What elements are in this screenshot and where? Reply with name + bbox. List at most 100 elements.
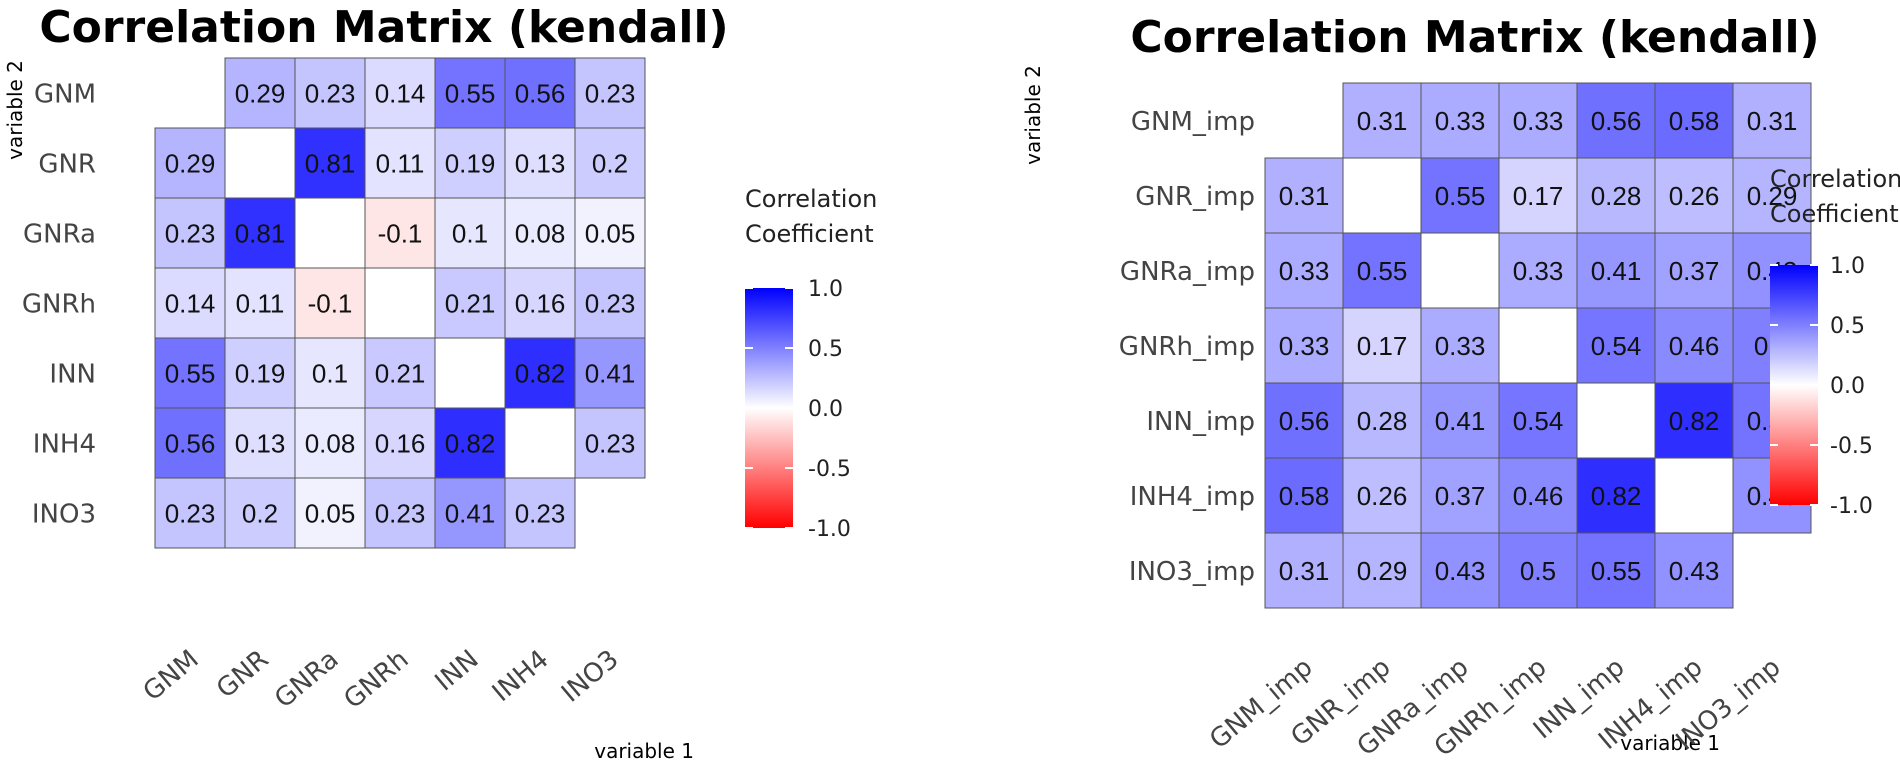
heatmap-cell xyxy=(1732,82,1812,159)
cell-value-label: 0.31 xyxy=(1357,106,1408,136)
heatmap-cell xyxy=(1342,232,1422,309)
legend-tick-label: 0.0 xyxy=(808,397,843,422)
heatmap-cell xyxy=(574,127,646,199)
x-tick-label: GNR xyxy=(211,644,274,704)
cell-value-label: 0.2 xyxy=(242,498,278,528)
cell-value-label: 0.23 xyxy=(585,428,636,458)
heatmap-cell xyxy=(1342,82,1422,159)
heatmap-cell xyxy=(224,267,296,339)
cell-value-label: 0.41 xyxy=(1591,256,1642,286)
heatmap-cell xyxy=(1264,532,1344,609)
heatmap-cell xyxy=(434,57,506,129)
cell-value-label: 0.37 xyxy=(1435,481,1486,511)
x-tick-label: INN xyxy=(430,644,485,697)
heatmap-cell xyxy=(434,197,506,269)
heatmap-cell xyxy=(224,197,296,269)
heatmap-cell xyxy=(1654,382,1734,459)
cell-value-label: 0.19 xyxy=(445,148,496,178)
heatmap-cell xyxy=(1576,307,1656,384)
y-tick-label: INN_imp xyxy=(1146,407,1255,437)
cell-value-label: 0.05 xyxy=(585,218,636,248)
legend-tick-label: 0.5 xyxy=(808,337,843,362)
heatmap-chart-right: Correlation Matrix (kendall) variable 2 … xyxy=(1021,12,1900,763)
x-axis-label-left: variable 1 xyxy=(594,739,694,763)
cell-value-label: 0.58 xyxy=(1279,481,1330,511)
cell-value-label: 0.23 xyxy=(165,498,216,528)
chart-title-left: Correlation Matrix (kendall) xyxy=(39,2,728,53)
cell-value-label: 0.55 xyxy=(1435,181,1486,211)
cell-value-label: 0.23 xyxy=(585,288,636,318)
cell-value-label: 0.33 xyxy=(1513,106,1564,136)
y-tick-labels-left: GNM GNR GNRa GNRh INN INH4 INO3 xyxy=(22,79,96,529)
cell-value-label: 0.54 xyxy=(1591,331,1642,361)
cell-value-label: 0.31 xyxy=(1279,556,1330,586)
cell-value-label: 0.56 xyxy=(515,78,566,108)
cell-value-label: 0.31 xyxy=(1747,106,1798,136)
heatmap-cell xyxy=(1342,457,1422,534)
cell-value-label: 0.17 xyxy=(1513,181,1564,211)
heatmap-cell xyxy=(1264,382,1344,459)
legend-tick-label: -0.5 xyxy=(1830,434,1873,459)
cell-value-label: 0.08 xyxy=(515,218,566,248)
cell-value-label: 0.19 xyxy=(235,358,286,388)
y-tick-label: GNM xyxy=(34,79,96,109)
heatmap-cell xyxy=(1498,532,1578,609)
x-tick-label: INO3 xyxy=(556,644,624,708)
legend-tick-label: -1.0 xyxy=(1830,494,1873,519)
heatmap-cell xyxy=(1342,382,1422,459)
cell-value-label: 0.41 xyxy=(585,358,636,388)
heatmap-cell xyxy=(504,197,576,269)
heatmap-cells-left: 0.29 0.23 0.14 0.55 0.56 0.23 0.29 0.81 0.11 0.19… xyxy=(154,57,646,549)
heatmap-cell xyxy=(574,267,646,339)
cell-value-label: 0.81 xyxy=(235,218,286,248)
cell-value-label: 0.37 xyxy=(1669,256,1720,286)
heatmap-cell xyxy=(364,477,436,549)
heatmap-cell xyxy=(504,267,576,339)
heatmap-cell xyxy=(1576,82,1656,159)
legend-title-line-2: Coefficient xyxy=(745,220,874,248)
cell-value-label: 0.82 xyxy=(1591,481,1642,511)
heatmap-cell xyxy=(294,127,366,199)
cell-value-label: 0.33 xyxy=(1435,106,1486,136)
heatmap-cell xyxy=(1732,157,1812,234)
heatmap-cell xyxy=(1420,532,1500,609)
heatmap-cell xyxy=(1264,457,1344,534)
heatmap-cell xyxy=(1420,82,1500,159)
legend-title-line-1: Correlation xyxy=(1770,165,1900,193)
cell-value-label: 0.58 xyxy=(1669,106,1720,136)
cell-value-label: 0.56 xyxy=(1279,406,1330,436)
cell-value-label: 0.16 xyxy=(375,428,426,458)
cell-value-label: 0.23 xyxy=(305,78,356,108)
cell-value-label: 0.1 xyxy=(452,218,488,248)
x-tick-labels-right: GNM_impGNR_impGNRa_impGNRh_impINN_impINH… xyxy=(1204,652,1786,763)
y-tick-label: GNRh_imp xyxy=(1119,332,1255,362)
legend-ticks-right: 1.0 0.5 0.0 -0.5 -1.0 xyxy=(1770,254,1873,519)
cell-value-label: 0.14 xyxy=(165,288,216,318)
heatmap-cell xyxy=(154,407,226,479)
heatmap-cell xyxy=(434,127,506,199)
cell-value-label: 0.33 xyxy=(1435,331,1486,361)
heatmap-cell xyxy=(434,267,506,339)
heatmap-cell xyxy=(224,57,296,129)
cell-value-label: 0.29 xyxy=(1357,556,1408,586)
heatmap-cell xyxy=(574,57,646,129)
cell-value-label: 0.46 xyxy=(1669,331,1720,361)
y-tick-label: INH4_imp xyxy=(1130,482,1255,512)
heatmap-cell xyxy=(224,477,296,549)
heatmap-cell xyxy=(294,477,366,549)
cell-value-label: 0.2 xyxy=(592,148,628,178)
cell-value-label: 0.41 xyxy=(445,498,496,528)
cell-value-label: 0.16 xyxy=(515,288,566,318)
heatmap-cell xyxy=(294,57,366,129)
cell-value-label: 0.54 xyxy=(1513,406,1564,436)
x-tick-label: INH4 xyxy=(487,644,555,708)
cell-value-label: 0.29 xyxy=(165,148,216,178)
color-legend-left: Correlation Coefficient 1.0 0.5 0.0 -0.5 -1.… xyxy=(745,185,877,542)
heatmap-cell xyxy=(154,267,226,339)
legend-tick-label: 0.5 xyxy=(1830,314,1865,339)
y-tick-label: GNM_imp xyxy=(1131,107,1255,137)
heatmap-cell xyxy=(1654,532,1734,609)
cell-value-label: 0.11 xyxy=(236,288,285,318)
legend-tick-label: 1.0 xyxy=(808,277,843,302)
